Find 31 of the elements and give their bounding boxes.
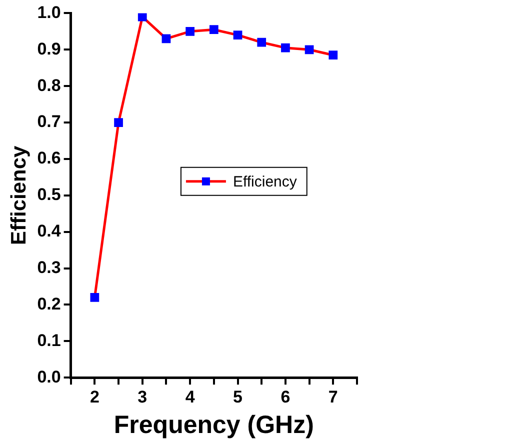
point: [114, 118, 123, 127]
y-tick-label: 1.0: [37, 2, 61, 22]
x-axis-title: Frequency (GHz): [114, 410, 314, 439]
x-tick-label: 4: [185, 387, 196, 406]
point: [162, 34, 171, 44]
point: [281, 43, 290, 52]
y-tick-label: 0.5: [37, 185, 61, 204]
x-tick-label: 6: [280, 387, 290, 406]
point: [233, 30, 242, 40]
point: [257, 38, 266, 47]
y-tick-label: 0.8: [37, 76, 61, 95]
x-tick-label: 2: [90, 387, 100, 406]
y-tick-label: 0.6: [37, 148, 61, 168]
y-tick-label: 0.7: [37, 112, 61, 132]
point: [209, 25, 218, 34]
y-tick-label: 0.0: [37, 367, 61, 386]
x-tick-label: 3: [138, 387, 148, 406]
legend-label: Efficiency: [232, 174, 298, 191]
point: [328, 50, 338, 60]
point: [186, 26, 194, 36]
point: [304, 45, 314, 54]
point: [90, 293, 100, 302]
y-tick-label: 0.4: [37, 222, 62, 241]
y-tick-label: 0.1: [37, 330, 61, 350]
x-tick-label: 7: [328, 387, 338, 406]
y-tick-label: 0.3: [37, 258, 61, 277]
point: [138, 13, 147, 22]
x-tick-label: 5: [233, 387, 242, 406]
y-tick-label: 0.2: [37, 294, 61, 314]
y-axis-title: Efficiency: [7, 145, 30, 246]
y-tick-label: 0.9: [37, 39, 61, 58]
